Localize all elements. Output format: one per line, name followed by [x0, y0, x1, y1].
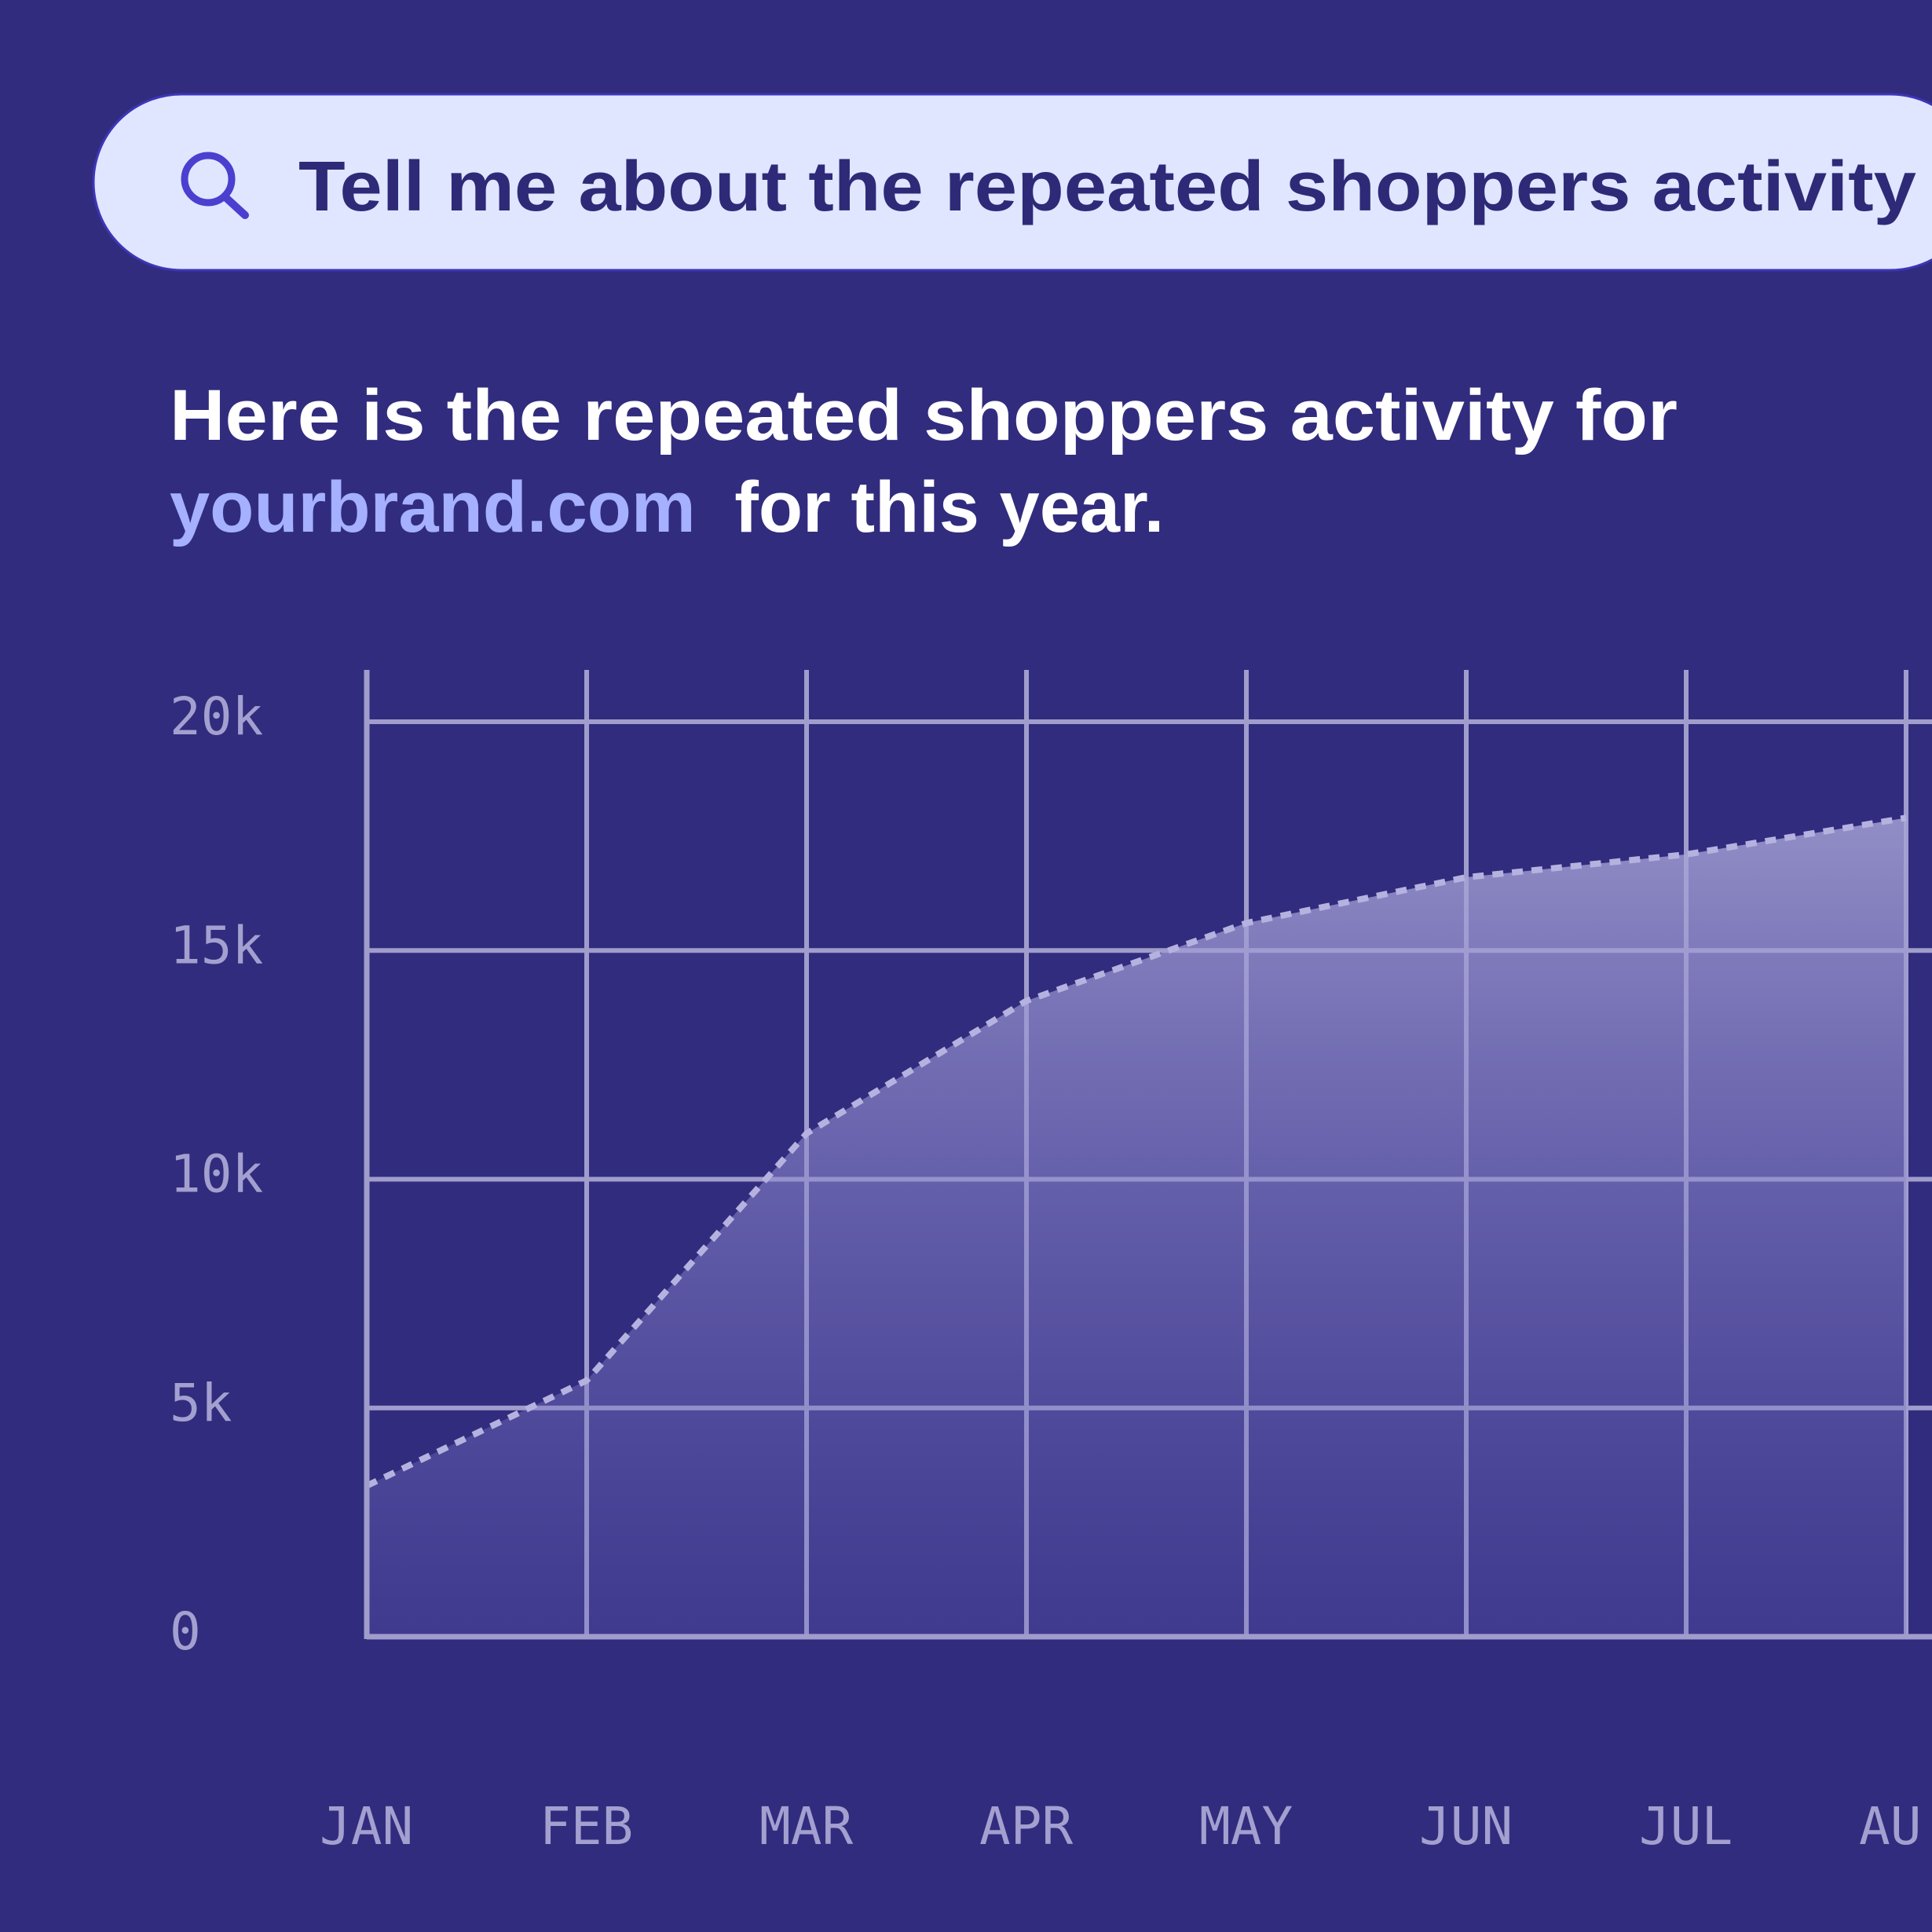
area-fill — [367, 818, 1906, 1637]
message-text: for this year. — [734, 467, 1164, 547]
search-icon-handle — [222, 194, 249, 219]
brand-link[interactable]: yourbrand.com — [170, 467, 696, 547]
x-tick-label: MAY — [1199, 1796, 1293, 1857]
area-line — [365, 814, 1907, 1489]
x-tick-label: FEB — [540, 1796, 633, 1857]
x-tick-label: MAR — [759, 1796, 853, 1857]
chart: 0 5k 10k 15k 20k JAN FEB MAR APR MAY JUN JUL AU — [170, 670, 1932, 1857]
search-icon — [181, 152, 236, 207]
x-tick-label: JUN — [1419, 1796, 1513, 1857]
y-tick-label: 0 — [170, 1601, 201, 1662]
message-line: Here is the repeated shoppers activity f… — [170, 375, 1678, 456]
search-bar[interactable]: Tell me about the repeated shoppers acti… — [92, 93, 1932, 272]
x-tick-label: JAN — [320, 1796, 413, 1857]
x-tick-label: AU — [1859, 1796, 1921, 1857]
x-tick-label: APR — [979, 1796, 1073, 1857]
search-field[interactable] — [92, 93, 1932, 272]
y-tick-label: 10k — [170, 1144, 263, 1205]
y-tick-label: 20k — [170, 686, 263, 747]
y-tick-label: 15k — [170, 915, 263, 975]
message-line: yourbrand.com for this year. — [170, 467, 1164, 547]
x-tick-label: JUL — [1639, 1796, 1733, 1857]
y-tick-label: 5k — [170, 1373, 232, 1433]
search-query: Tell me about the repeated shoppers acti… — [298, 148, 1916, 226]
